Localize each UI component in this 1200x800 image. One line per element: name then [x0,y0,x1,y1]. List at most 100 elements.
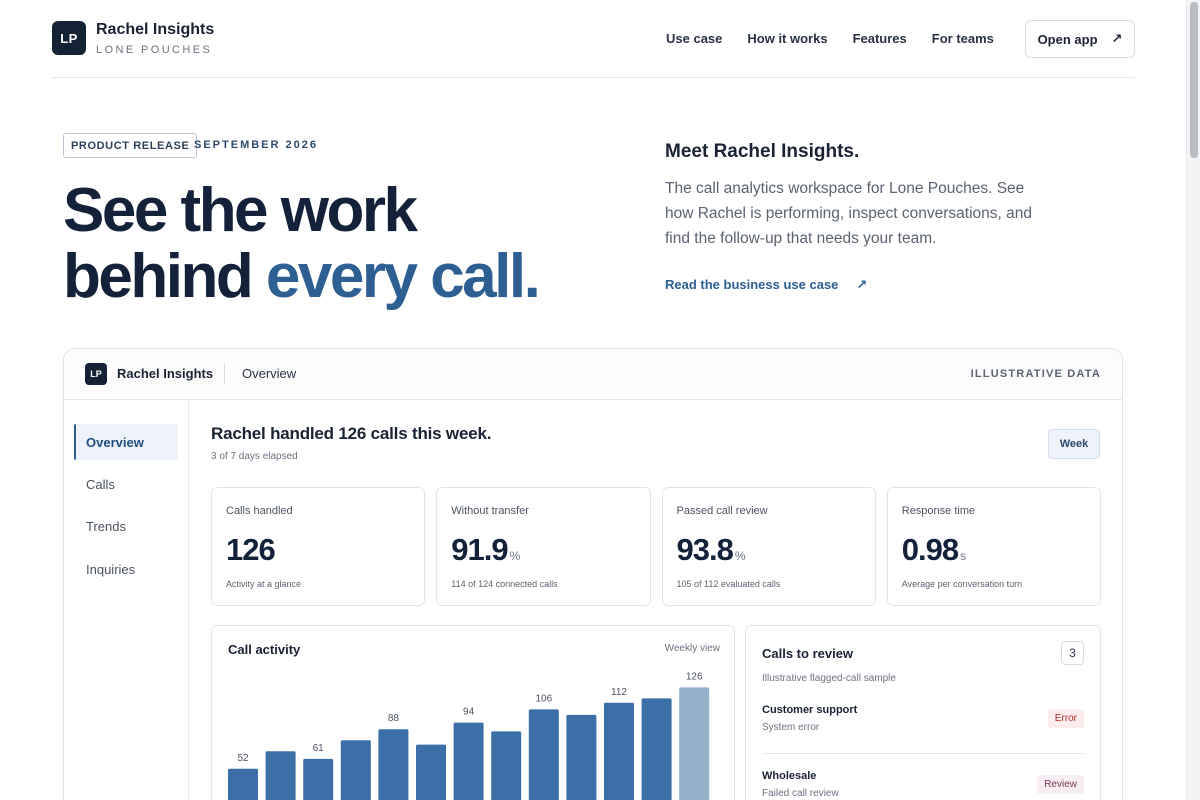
hero-title: See the work behind every call. [63,176,541,311]
kpi-unit: s [960,549,967,563]
logo-badge[interactable]: LP [52,21,86,55]
nav-for-teams[interactable]: For teams [931,31,994,46]
sidebar-item-calls[interactable]: Calls [86,476,115,492]
status-badge-review: Review [1037,775,1084,794]
brand-title[interactable]: Rachel Insights [96,21,215,38]
open-app-button[interactable]: Open app ↗ [1025,20,1135,58]
review-item-title: Customer support [762,704,858,716]
arrow-up-right-icon: ↗ [1111,31,1123,46]
review-subtitle: Illustrative flagged-call sample [762,673,896,684]
status-badge-error: Error [1047,709,1084,728]
chart-bar [340,740,371,800]
use-case-link-label: Read the business use case [665,277,839,292]
kpi-note: 114 of 124 connected calls [451,579,558,589]
open-app-label: Open app [1037,31,1098,47]
chart-bar [416,744,446,800]
app-name: Rachel Insights [117,366,214,381]
chart-data-label: 61 [313,743,325,754]
meet-description: The call analytics workspace for Lone Po… [665,180,1033,247]
review-item-subtitle: Failed call review [762,788,839,799]
kpi-row: Calls handled 126 Activity at a glance W… [211,487,1101,606]
chart-data-label: 94 [463,707,475,718]
kpi-card-without-transfer: Without transfer 91.9% 114 of 124 connec… [436,487,651,606]
kpi-label: Calls handled [226,505,293,517]
chart-bar [228,768,258,800]
brand-subtitle: LONE POUCHES [96,44,213,56]
review-item-title: Wholesale [762,770,817,782]
chart-bar [528,709,559,800]
review-count-badge: 3 [1061,641,1084,665]
nav-use-case[interactable]: Use case [666,31,723,46]
kpi-number: 126 [226,532,276,567]
sidebar-item-overview[interactable]: Overview [74,424,178,460]
call-activity-chart: 52 61 88 94 106 112 126 [228,671,710,800]
arrow-up-right-icon: ↗ [856,277,868,292]
hero-title-line1: See the work [63,176,418,245]
chart-view-label: Weekly view [664,643,720,654]
kpi-note: Activity at a glance [226,579,302,589]
chart-bar [604,702,634,800]
nav-how-it-works[interactable]: How it works [747,31,828,46]
review-item-subtitle: System error [762,722,820,733]
period-toggle-button[interactable]: Week [1048,429,1100,459]
call-activity-card: 52 61 88 94 106 112 126 Call activity Weekly v… [211,625,735,800]
chart-data-label: 112 [611,687,627,698]
kpi-value: 91.9% [451,532,520,568]
kpi-unit: % [734,549,746,563]
chart-bar [453,722,484,800]
chart-bar [265,751,296,800]
kpi-value: 93.8% [677,532,746,568]
topbar-divider [224,364,225,384]
hero-title-line2-plain: behind [63,242,266,311]
app-topbar: LP Rachel Insights Overview ILLUSTRATIVE… [64,349,1122,400]
use-case-link[interactable]: Read the business use case ↗ [665,277,867,293]
chart-data-label: 88 [388,713,400,724]
nav-features[interactable]: Features [852,31,907,46]
app-sidebar: Overview Calls Trends Inquiries [64,400,189,800]
kpi-label: Passed call review [676,505,768,517]
kpi-card-calls-handled: Calls handled 126 Activity at a glance [211,487,426,606]
kpi-number: 0.98 [901,532,959,567]
breadcrumb: Overview [242,366,297,381]
kpi-card-response-time: Response time 0.98 s Average per conversa… [886,487,1101,606]
chart-bar [378,729,409,800]
review-item-customer-support[interactable]: Customer support System error Error [762,704,1084,764]
kpi-number: 91.9 [451,532,508,567]
chart-data-label: 106 [535,693,552,704]
kpi-value: 126 [226,532,277,568]
chart-bar [566,714,597,800]
kpi-label: Without transfer [451,505,529,517]
sidebar-item-trends[interactable]: Trends [86,518,126,534]
kpi-unit: % [509,549,521,563]
chart-bar [679,687,710,800]
hero-title-accent: every call. [265,242,541,311]
overview-subtitle: 3 of 7 days elapsed [211,451,298,462]
calls-to-review-card: Calls to review 3 Illustrative flagged-c… [745,625,1101,800]
kpi-number: 93.8 [676,532,734,567]
kpi-note: Average per conversation turn [901,579,1023,589]
overview-title: Rachel handled 126 calls this week. [211,424,492,443]
meet-heading: Meet Rachel Insights. [665,141,860,162]
chart-bar [641,698,672,800]
release-date: SEPTEMBER 2026 [194,139,318,151]
illustrative-data-label: ILLUSTRATIVE DATA [970,368,1101,380]
kpi-note: 105 of 112 evaluated calls [676,579,781,589]
kpi-label: Response time [901,505,976,517]
app-logo: LP [85,363,107,385]
app-preview: LP Rachel Insights Overview ILLUSTRATIVE… [63,348,1123,800]
chart-bar [303,758,334,800]
review-title: Calls to review [762,646,854,661]
review-divider [762,753,1084,754]
chart-data-label: 52 [237,753,249,764]
scrollbar-thumb[interactable] [1190,2,1198,158]
chart-title: Call activity [228,642,301,657]
page-scrollbar[interactable] [1186,0,1200,800]
hero-title-line2: behind every call. [63,242,541,311]
release-badge: PRODUCT RELEASE [63,133,198,158]
chart-bar [491,731,522,800]
chart-data-label: 126 [686,671,703,682]
sidebar-item-inquiries[interactable]: Inquiries [86,561,136,577]
review-item-wholesale[interactable]: Wholesale Failed call review Review [762,770,1084,800]
kpi-value: 0.98 s [902,532,966,568]
site-header: LP Rachel Insights LONE POUCHES Use case… [52,0,1135,78]
